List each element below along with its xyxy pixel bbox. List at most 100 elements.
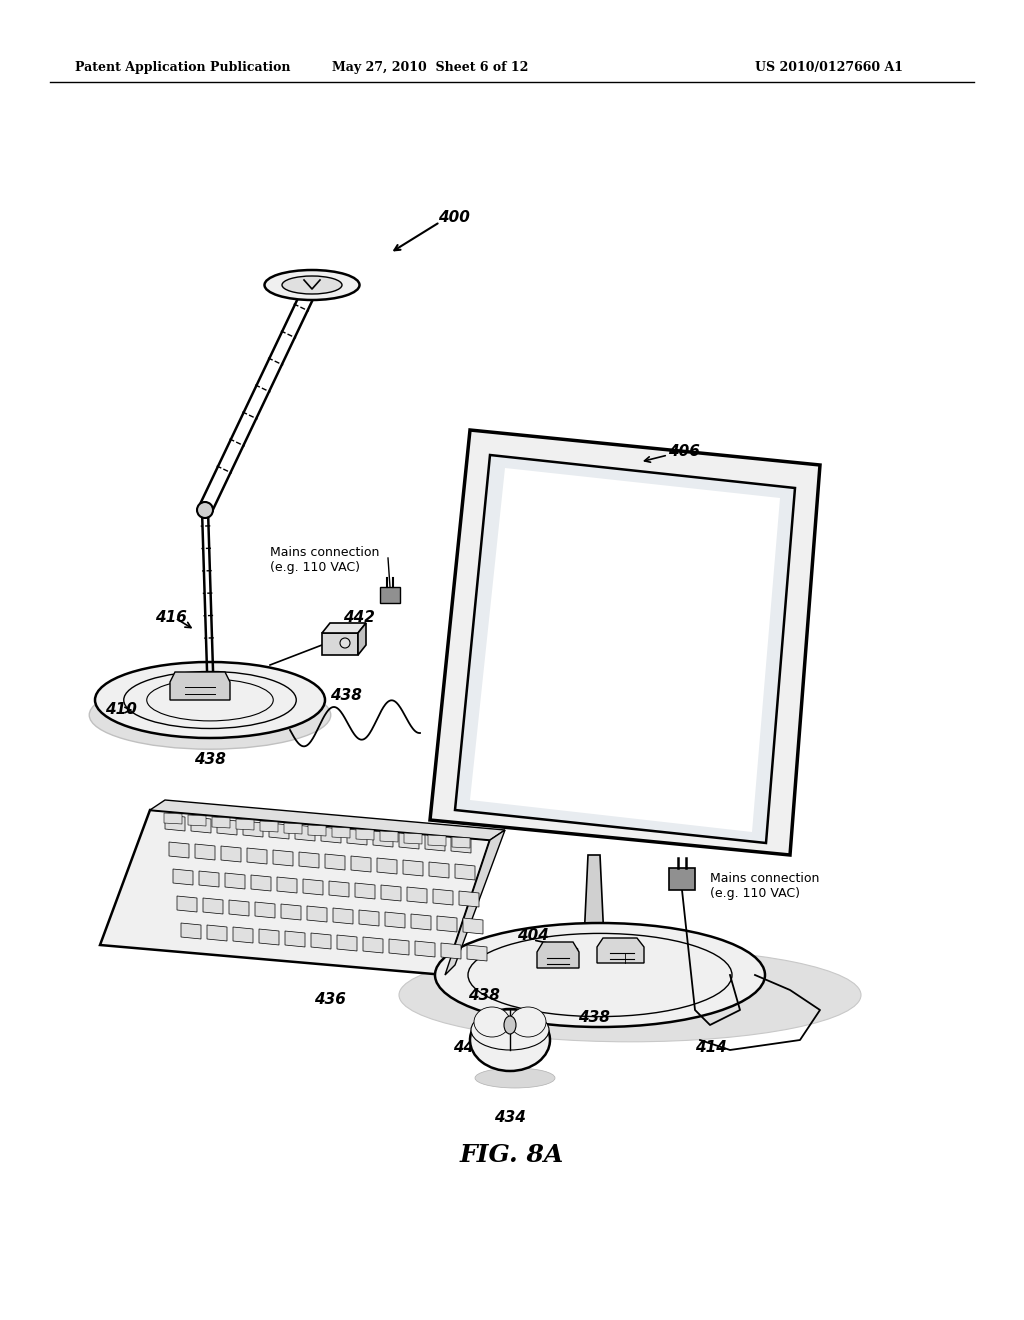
Polygon shape xyxy=(247,847,267,865)
Polygon shape xyxy=(359,909,379,927)
Ellipse shape xyxy=(510,1007,546,1038)
Polygon shape xyxy=(399,833,419,849)
Polygon shape xyxy=(455,455,795,843)
Polygon shape xyxy=(169,842,189,858)
Polygon shape xyxy=(236,818,254,830)
Text: May 27, 2010  Sheet 6 of 12: May 27, 2010 Sheet 6 of 12 xyxy=(332,62,528,74)
Polygon shape xyxy=(260,821,278,832)
Polygon shape xyxy=(191,817,211,833)
Polygon shape xyxy=(322,623,366,634)
Polygon shape xyxy=(411,913,431,931)
Text: (e.g. 110 VAC): (e.g. 110 VAC) xyxy=(710,887,800,899)
Text: 438: 438 xyxy=(330,688,361,702)
Polygon shape xyxy=(181,923,201,939)
Polygon shape xyxy=(455,865,475,880)
Polygon shape xyxy=(451,837,471,853)
Polygon shape xyxy=(251,875,271,891)
Polygon shape xyxy=(333,908,353,924)
Polygon shape xyxy=(308,825,326,836)
Polygon shape xyxy=(584,855,604,940)
Polygon shape xyxy=(278,876,297,894)
Polygon shape xyxy=(428,836,446,846)
Polygon shape xyxy=(537,942,579,968)
Polygon shape xyxy=(188,814,206,826)
Ellipse shape xyxy=(124,672,296,729)
Polygon shape xyxy=(380,587,400,603)
Polygon shape xyxy=(150,800,505,840)
Polygon shape xyxy=(403,861,423,876)
Polygon shape xyxy=(669,869,695,890)
Polygon shape xyxy=(285,931,305,946)
Polygon shape xyxy=(351,855,371,873)
Polygon shape xyxy=(212,817,230,828)
Polygon shape xyxy=(373,832,393,847)
Polygon shape xyxy=(329,880,349,898)
Text: 400: 400 xyxy=(438,210,470,226)
Text: 438: 438 xyxy=(195,752,226,767)
Text: 438: 438 xyxy=(578,1011,610,1026)
Ellipse shape xyxy=(504,1016,516,1034)
Polygon shape xyxy=(377,858,397,874)
Polygon shape xyxy=(347,829,367,845)
Polygon shape xyxy=(459,891,479,907)
Polygon shape xyxy=(433,888,453,906)
Ellipse shape xyxy=(474,1007,510,1038)
Text: Patent Application Publication: Patent Application Publication xyxy=(75,62,291,74)
Polygon shape xyxy=(299,851,319,869)
Text: US 2010/0127660 A1: US 2010/0127660 A1 xyxy=(755,62,903,74)
Polygon shape xyxy=(303,879,323,895)
Ellipse shape xyxy=(89,681,331,750)
Ellipse shape xyxy=(475,1068,555,1088)
Polygon shape xyxy=(356,829,374,840)
Polygon shape xyxy=(325,854,345,870)
Text: 410: 410 xyxy=(105,702,137,718)
Polygon shape xyxy=(452,837,470,847)
Polygon shape xyxy=(337,935,357,950)
Polygon shape xyxy=(425,836,445,851)
Polygon shape xyxy=(284,822,302,834)
Polygon shape xyxy=(362,937,383,953)
Polygon shape xyxy=(381,884,401,902)
Ellipse shape xyxy=(468,933,732,1016)
Polygon shape xyxy=(311,933,331,949)
Text: FIG. 8A: FIG. 8A xyxy=(460,1143,564,1167)
Polygon shape xyxy=(380,832,398,842)
Polygon shape xyxy=(281,904,301,920)
Ellipse shape xyxy=(340,638,350,648)
Ellipse shape xyxy=(399,948,861,1041)
Ellipse shape xyxy=(197,502,213,517)
Polygon shape xyxy=(429,862,449,878)
Text: 436: 436 xyxy=(314,993,346,1007)
Polygon shape xyxy=(407,887,427,903)
Polygon shape xyxy=(470,469,780,832)
Text: Mains connection: Mains connection xyxy=(270,546,379,560)
Ellipse shape xyxy=(146,678,273,721)
Polygon shape xyxy=(332,828,350,838)
Polygon shape xyxy=(307,906,327,921)
Polygon shape xyxy=(385,912,406,928)
Polygon shape xyxy=(467,945,487,961)
Polygon shape xyxy=(389,939,409,954)
Text: 406: 406 xyxy=(668,445,699,459)
Polygon shape xyxy=(441,942,461,960)
Text: 404: 404 xyxy=(517,928,549,942)
Polygon shape xyxy=(100,810,490,975)
Text: 438: 438 xyxy=(468,989,500,1003)
Text: 434: 434 xyxy=(494,1110,526,1126)
Ellipse shape xyxy=(471,1010,549,1049)
Polygon shape xyxy=(170,672,230,700)
Polygon shape xyxy=(430,430,820,855)
Ellipse shape xyxy=(282,276,342,294)
Polygon shape xyxy=(195,843,215,861)
Text: 442: 442 xyxy=(343,610,375,626)
Text: 414: 414 xyxy=(695,1040,727,1056)
Ellipse shape xyxy=(435,923,765,1027)
Polygon shape xyxy=(445,830,505,975)
Ellipse shape xyxy=(470,1008,550,1071)
Polygon shape xyxy=(177,896,197,912)
Polygon shape xyxy=(229,900,249,916)
Ellipse shape xyxy=(95,663,325,738)
Polygon shape xyxy=(225,873,245,888)
Polygon shape xyxy=(295,825,315,841)
Polygon shape xyxy=(243,821,263,837)
